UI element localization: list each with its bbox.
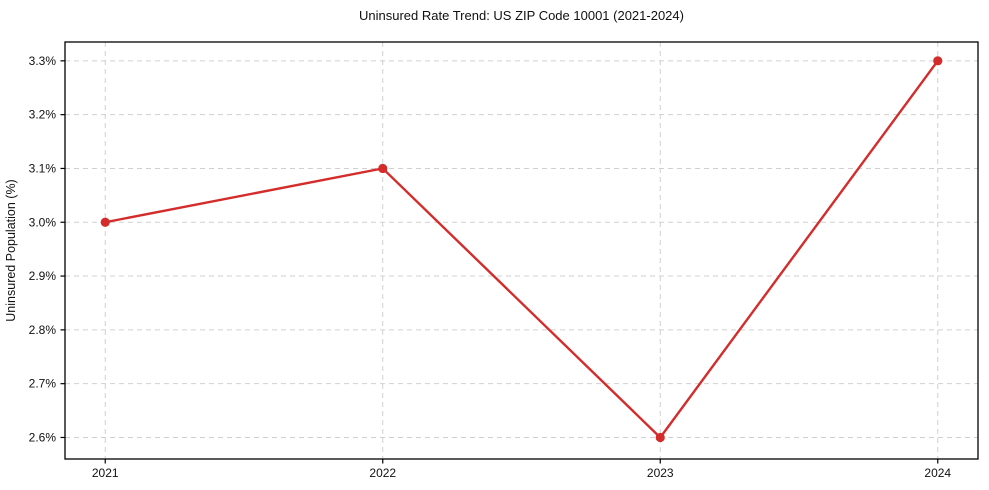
y-tick-label: 2.8% bbox=[29, 323, 57, 337]
y-tick-label: 3.1% bbox=[29, 161, 57, 175]
chart-title: Uninsured Rate Trend: US ZIP Code 10001 … bbox=[359, 8, 684, 23]
y-tick-label: 3.0% bbox=[29, 215, 57, 229]
x-tick-label: 2021 bbox=[92, 466, 119, 480]
x-axis-tick-labels: 2021 2022 2023 2024 bbox=[92, 466, 952, 480]
y-axis-tick-labels: 2.6% 2.7% 2.8% 2.9% 3.0% 3.1% 3.2% 3.3% bbox=[29, 54, 57, 445]
axis-ticks bbox=[60, 60, 939, 464]
x-tick-label: 2024 bbox=[924, 466, 951, 480]
data-point-marker bbox=[933, 56, 943, 66]
y-tick-label: 2.9% bbox=[29, 269, 57, 283]
x-tick-label: 2023 bbox=[647, 466, 674, 480]
y-axis-label: Uninsured Population (%) bbox=[4, 179, 18, 321]
y-tick-label: 3.3% bbox=[29, 54, 57, 68]
data-point-marker bbox=[378, 163, 388, 174]
data-point-marker bbox=[655, 432, 665, 443]
axes-spines bbox=[64, 41, 979, 460]
plot-border bbox=[64, 41, 979, 460]
data-series bbox=[100, 56, 943, 443]
trend-line bbox=[104, 59, 939, 439]
y-tick-label: 2.7% bbox=[29, 377, 57, 391]
x-tick-label: 2022 bbox=[369, 466, 396, 480]
grid-lines bbox=[65, 42, 978, 459]
data-point-marker bbox=[100, 217, 110, 227]
y-tick-label: 3.2% bbox=[29, 108, 57, 122]
y-tick-label: 2.6% bbox=[29, 430, 57, 444]
